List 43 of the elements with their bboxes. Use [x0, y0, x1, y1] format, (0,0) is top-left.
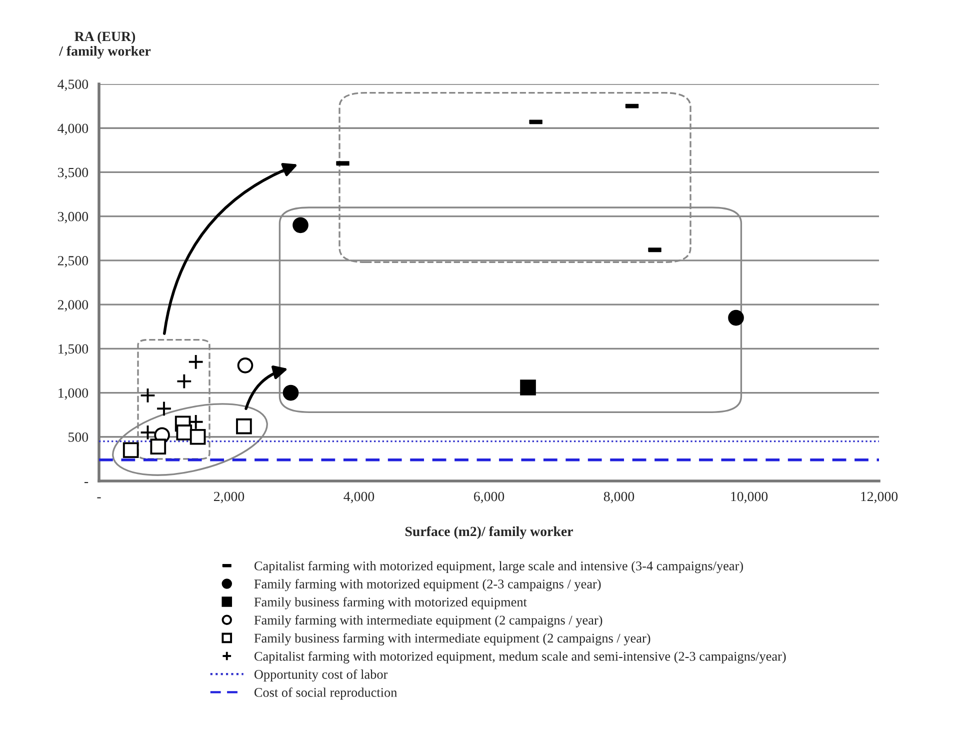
- point: [140, 424, 156, 440]
- point: [150, 438, 166, 455]
- x-tick-label: 4,000: [344, 492, 374, 504]
- x-tick-label: -: [97, 497, 101, 498]
- legend-label: Cost of social reproduction: [254, 687, 398, 700]
- y-tick-label: 3,500: [58, 168, 88, 180]
- y-tick-label: 2,000: [58, 300, 88, 312]
- legend-label: Family business farming with intermediate equipment (2 campaigns / year): [254, 633, 650, 646]
- point: [140, 388, 156, 404]
- legend-label: Family business farming with motorized equipment: [254, 597, 527, 610]
- point: [282, 384, 299, 401]
- legend-label: Capitalist farming with motorized equipment, large scale and intensive (3-4 campaigns/year): [254, 560, 743, 574]
- point: [190, 428, 206, 445]
- point: [188, 354, 204, 370]
- y-tick-label: 4,000: [58, 124, 88, 136]
- y-tick-label: 1,000: [58, 388, 88, 400]
- point: [176, 373, 192, 390]
- point: [728, 310, 744, 326]
- y-tick-label: 500: [68, 432, 88, 442]
- y-tick-label: 2,500: [58, 256, 88, 268]
- point: [176, 424, 192, 440]
- legend-label: Family farming with intermediate equipment (2 campaigns / year): [254, 615, 602, 628]
- legend-label: Capitalist farming with motorized equipment, medum scale and semi-intensive (2-3 campaigns/year): [254, 651, 786, 664]
- legend-label: Family farming with motorized equipment (2-3 campaigns / year): [254, 579, 601, 592]
- point: [156, 400, 172, 417]
- point: [292, 217, 308, 234]
- x-tick-label: 10,000: [731, 492, 768, 504]
- x-axis-title: Surface (m2)/ family worker: [405, 526, 573, 540]
- x-tick-label: 6,000: [474, 492, 504, 504]
- point: [188, 414, 204, 430]
- x-tick-label: 8,000: [604, 492, 634, 504]
- legend-label: Opportunity cost of labor: [254, 669, 388, 682]
- point: [122, 442, 139, 458]
- y-tick-label: 4,500: [58, 80, 88, 91]
- x-tick-label: 2,000: [214, 492, 244, 504]
- x-tick-label: 12,000: [861, 492, 898, 504]
- y-axis-title: RA (EUR) / family worker: [58, 31, 151, 59]
- point: [237, 358, 254, 374]
- point: [236, 418, 252, 434]
- y-tick-label: 1,500: [58, 344, 88, 356]
- point: [520, 380, 536, 396]
- y-tick-label: -: [84, 482, 88, 484]
- y-tick-label: 3,000: [58, 212, 88, 224]
